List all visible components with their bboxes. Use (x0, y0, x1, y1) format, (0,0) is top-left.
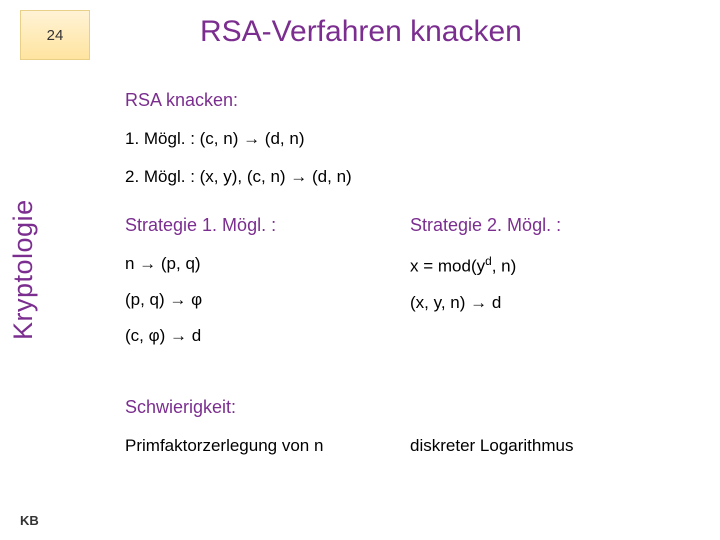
strategy-2-heading: Strategie 2. Mögl. : (410, 215, 700, 236)
content-area: RSA knacken: 1. Mögl. : (c, n) → (d, n) … (125, 90, 700, 472)
difficulty-section: Schwierigkeit: Primfaktorzerlegung von n… (125, 397, 700, 472)
intro-option-1: 1. Mögl. : (c, n) → (d, n) (125, 129, 700, 149)
s2l1-sup: d (485, 254, 492, 268)
strategy-2-column: Strategie 2. Mögl. : x = mod(yd, n) (x, … (410, 215, 700, 365)
difficulty-left-text: Primfaktorzerlegung von n (125, 436, 410, 456)
strategy-columns: Strategie 1. Mögl. : n → (p, q) (p, q) →… (125, 215, 700, 365)
strategy-1-heading: Strategie 1. Mögl. : (125, 215, 410, 236)
strategy-2-line-2: (x, y, n) → d (410, 293, 700, 313)
strategy-1-line-2: (p, q) → φ (125, 290, 410, 310)
s2l1-pre: x = mod(y (410, 257, 485, 276)
strategy-2-line-1: x = mod(yd, n) (410, 254, 700, 277)
s2l1-post: , n) (492, 257, 517, 276)
sidebar-label: Kryptologie (8, 199, 39, 340)
strategy-1-line-3: (c, φ) → d (125, 326, 410, 346)
difficulty-right: diskreter Logarithmus (410, 436, 700, 472)
intro-option-2: 2. Mögl. : (x, y), (c, n) → (d, n) (125, 167, 700, 187)
strategy-1-column: Strategie 1. Mögl. : n → (p, q) (p, q) →… (125, 215, 410, 365)
difficulty-left: Primfaktorzerlegung von n (125, 436, 410, 472)
slide-title: RSA-Verfahren knacken (200, 15, 522, 49)
page-number-box: 24 (20, 10, 90, 60)
strategy-2-line-3-spacer (410, 329, 700, 349)
difficulty-right-text: diskreter Logarithmus (410, 436, 700, 456)
difficulty-row: Primfaktorzerlegung von n diskreter Loga… (125, 436, 700, 472)
footer-initials: KB (20, 513, 39, 528)
page-number: 24 (47, 27, 64, 44)
difficulty-heading: Schwierigkeit: (125, 397, 700, 418)
strategy-1-line-1: n → (p, q) (125, 254, 410, 274)
intro-heading: RSA knacken: (125, 90, 700, 111)
